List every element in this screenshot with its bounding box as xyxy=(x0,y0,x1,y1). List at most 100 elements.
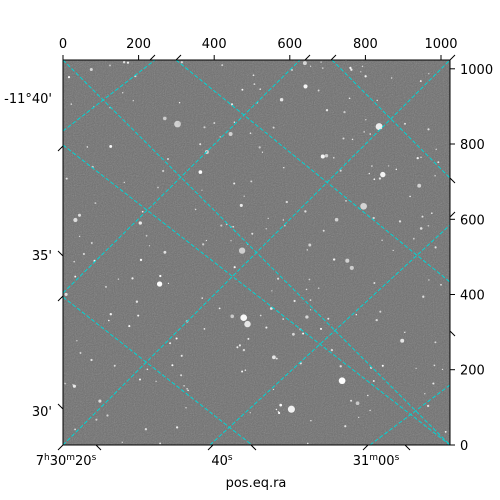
star xyxy=(324,154,329,158)
star xyxy=(243,195,245,197)
star xyxy=(156,281,163,287)
star xyxy=(279,97,284,102)
star xyxy=(380,171,386,178)
star xyxy=(376,99,378,102)
star xyxy=(72,384,74,386)
star xyxy=(269,307,273,310)
star xyxy=(162,116,167,121)
star xyxy=(422,295,425,298)
star xyxy=(250,180,253,183)
wcs-edge-ticks xyxy=(57,54,456,451)
star xyxy=(155,380,157,382)
dec-tick-label: 30' xyxy=(32,405,52,420)
star xyxy=(121,92,124,94)
star xyxy=(180,354,183,357)
star xyxy=(228,132,233,136)
star xyxy=(198,170,203,174)
star xyxy=(338,377,346,385)
star xyxy=(433,364,436,367)
grid-line xyxy=(63,144,450,445)
star xyxy=(121,441,123,443)
star xyxy=(355,401,360,406)
star xyxy=(421,215,424,218)
star xyxy=(373,178,376,181)
ra-tick-label: 7h30m20s xyxy=(36,453,97,469)
star xyxy=(332,258,336,261)
star xyxy=(86,146,89,148)
star xyxy=(109,313,112,316)
star xyxy=(240,314,248,322)
star xyxy=(434,174,436,177)
star xyxy=(275,357,278,360)
star xyxy=(303,84,308,89)
star xyxy=(427,224,430,227)
star xyxy=(345,200,347,202)
star xyxy=(265,326,268,329)
top-tick-label: 200 xyxy=(126,37,151,52)
star xyxy=(126,61,130,64)
star xyxy=(308,278,311,281)
right-tick-label: 800 xyxy=(460,138,485,153)
star xyxy=(74,275,77,278)
star xyxy=(113,364,116,367)
star xyxy=(272,355,276,360)
ra-tick-label: 31m00s xyxy=(353,453,400,469)
star xyxy=(148,245,151,247)
star xyxy=(180,61,184,64)
star xyxy=(379,310,382,313)
star xyxy=(412,237,415,240)
star xyxy=(167,282,170,285)
star xyxy=(132,100,134,102)
star xyxy=(171,364,174,367)
star xyxy=(233,266,236,269)
star xyxy=(238,247,246,254)
star xyxy=(106,414,109,417)
star xyxy=(293,299,296,303)
star xyxy=(339,169,342,172)
star xyxy=(360,202,367,210)
right-tick-label: 600 xyxy=(460,213,485,228)
top-pixel-axis: 0 200 400 600 800 1000 xyxy=(59,37,458,60)
star xyxy=(277,277,280,280)
star xyxy=(395,168,398,171)
star xyxy=(391,77,393,79)
star xyxy=(372,380,375,382)
star xyxy=(252,74,255,77)
star xyxy=(230,103,234,106)
star xyxy=(135,300,139,303)
star xyxy=(244,320,251,328)
star xyxy=(440,284,442,286)
star xyxy=(146,368,149,371)
star xyxy=(203,328,206,330)
star xyxy=(144,428,148,431)
right-tick-label: 200 xyxy=(460,364,485,379)
star xyxy=(89,67,93,72)
star xyxy=(221,64,224,67)
star xyxy=(218,307,221,310)
star xyxy=(424,393,426,395)
star xyxy=(369,133,372,135)
star xyxy=(371,165,373,167)
dec-tick-label: 35' xyxy=(32,249,52,264)
star xyxy=(180,374,183,377)
star xyxy=(187,389,189,392)
star xyxy=(261,151,264,153)
star xyxy=(434,246,437,249)
star xyxy=(430,212,433,215)
star xyxy=(72,384,76,388)
star xyxy=(131,277,134,280)
star xyxy=(230,240,232,242)
star xyxy=(426,404,430,408)
star xyxy=(427,128,430,131)
star xyxy=(309,309,312,311)
star xyxy=(350,399,353,402)
star xyxy=(364,75,367,78)
star xyxy=(175,337,178,340)
star xyxy=(387,165,390,167)
star xyxy=(259,88,261,90)
star xyxy=(416,156,419,160)
ra-tick-label: 40s xyxy=(211,453,233,469)
star xyxy=(344,425,347,428)
top-tick-label: 1000 xyxy=(424,37,457,52)
star xyxy=(213,122,216,124)
